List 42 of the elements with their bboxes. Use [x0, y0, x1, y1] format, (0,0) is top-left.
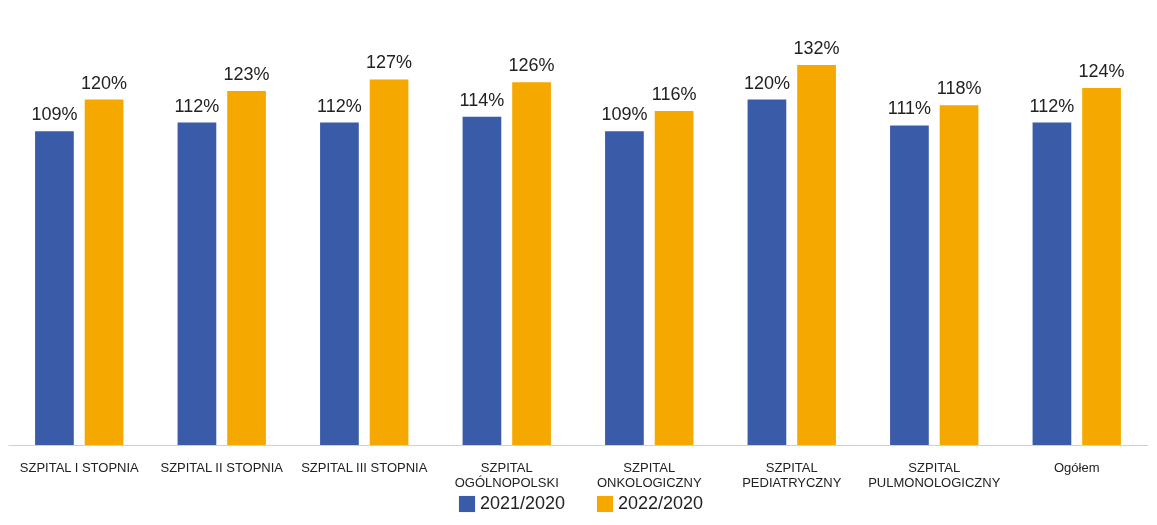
data-label: 120%: [81, 72, 128, 93]
data-label: 114%: [459, 89, 505, 110]
bar: [227, 90, 266, 445]
bar: [35, 131, 74, 445]
x-tick-label: Ogółem: [1053, 459, 1100, 475]
bar: [512, 82, 551, 445]
x-tick-label: SZPITAL PEDIATRYCZNY: [742, 459, 842, 490]
bar: [462, 116, 502, 445]
data-label: 112%: [174, 95, 220, 116]
data-label: 111%: [887, 98, 932, 119]
data-label: 116%: [651, 84, 697, 105]
data-label: 109%: [31, 104, 78, 125]
bar: [320, 122, 359, 445]
bar: [177, 122, 217, 445]
x-tick-label: SZPITAL OGÓLNOPOLSKI: [454, 459, 559, 490]
bar: [939, 105, 979, 445]
data-label: 118%: [936, 78, 982, 99]
legend-label: 2021/2020: [480, 493, 566, 513]
data-label: 112%: [1029, 95, 1075, 116]
data-label: 112%: [317, 95, 362, 116]
x-tick-label: SZPITAL II STOPNIA: [160, 459, 284, 475]
bar: [890, 125, 929, 445]
data-label: 127%: [366, 52, 413, 73]
bar: [605, 131, 644, 445]
data-label: 126%: [508, 55, 555, 76]
x-tick-label: SZPITAL ONKOLOGICZNY: [596, 459, 702, 490]
data-label: 120%: [743, 72, 790, 93]
bar: [369, 79, 409, 445]
bar: [797, 65, 836, 445]
data-label: 132%: [793, 38, 840, 58]
x-tick-label: SZPITAL PULMONOLOGICZNY: [868, 459, 1001, 490]
data-label: 109%: [601, 104, 648, 125]
bar: [747, 99, 787, 445]
data-label: 124%: [1078, 61, 1125, 82]
legend-label: 2022/2020: [618, 493, 704, 513]
bar: [654, 111, 694, 445]
bar: [1032, 122, 1072, 445]
data-label: 123%: [223, 63, 270, 84]
bar: [84, 99, 124, 445]
bar: [1082, 88, 1121, 445]
x-tick-label: SZPITAL I STOPNIA: [19, 459, 140, 475]
x-tick-label: SZPITAL III STOPNIA: [301, 459, 428, 475]
